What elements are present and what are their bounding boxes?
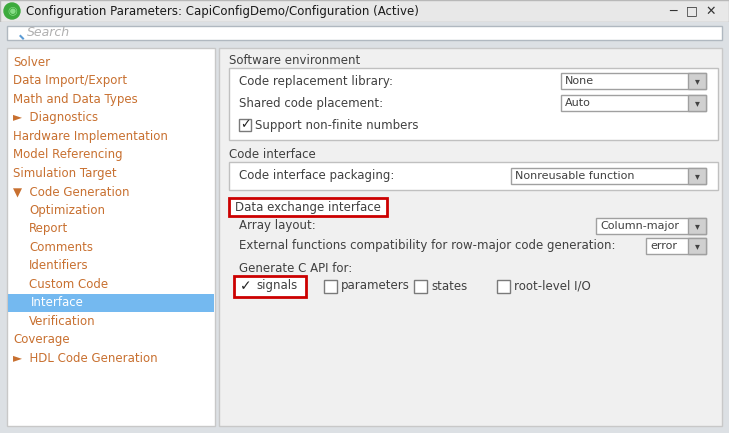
Text: ▾: ▾: [695, 76, 699, 86]
Text: Column-major: Column-major: [600, 221, 679, 231]
Text: parameters: parameters: [341, 279, 410, 293]
FancyBboxPatch shape: [646, 238, 706, 254]
Text: Coverage: Coverage: [13, 333, 70, 346]
Text: ▼  Code Generation: ▼ Code Generation: [13, 185, 130, 198]
FancyBboxPatch shape: [239, 280, 252, 293]
FancyBboxPatch shape: [688, 168, 706, 184]
FancyBboxPatch shape: [688, 218, 706, 234]
Text: ─: ─: [669, 4, 677, 17]
Text: Software environment: Software environment: [229, 55, 360, 68]
FancyBboxPatch shape: [596, 218, 706, 234]
FancyBboxPatch shape: [8, 294, 214, 312]
FancyBboxPatch shape: [234, 276, 306, 297]
Text: ►  Diagnostics: ► Diagnostics: [13, 111, 98, 124]
Text: Custom Code: Custom Code: [29, 278, 108, 291]
Text: error: error: [650, 241, 677, 251]
Circle shape: [4, 3, 20, 19]
Text: Array layout:: Array layout:: [239, 220, 316, 233]
Text: Auto: Auto: [565, 98, 591, 108]
FancyBboxPatch shape: [497, 280, 510, 293]
FancyBboxPatch shape: [561, 73, 706, 89]
Text: Code replacement library:: Code replacement library:: [239, 74, 393, 87]
Text: Interface: Interface: [31, 296, 84, 309]
FancyBboxPatch shape: [229, 162, 718, 190]
Text: signals: signals: [256, 279, 297, 293]
FancyBboxPatch shape: [0, 22, 729, 44]
Text: None: None: [565, 76, 594, 86]
FancyBboxPatch shape: [0, 0, 729, 22]
Text: Search: Search: [27, 26, 70, 39]
Text: Hardware Implementation: Hardware Implementation: [13, 130, 168, 143]
FancyBboxPatch shape: [561, 95, 706, 111]
Text: ▾: ▾: [695, 171, 699, 181]
Text: Report: Report: [29, 222, 69, 235]
Text: Generate C API for:: Generate C API for:: [239, 262, 352, 275]
FancyBboxPatch shape: [229, 198, 387, 216]
Text: Identifiers: Identifiers: [29, 259, 89, 272]
FancyBboxPatch shape: [511, 168, 706, 184]
FancyBboxPatch shape: [229, 68, 718, 140]
FancyBboxPatch shape: [324, 280, 337, 293]
FancyBboxPatch shape: [239, 119, 251, 131]
Text: Data exchange interface: Data exchange interface: [235, 200, 381, 213]
FancyBboxPatch shape: [7, 48, 215, 426]
Text: External functions compatibility for row-major code generation:: External functions compatibility for row…: [239, 239, 615, 252]
Text: Model Referencing: Model Referencing: [13, 148, 122, 161]
Text: Code interface: Code interface: [229, 149, 316, 162]
Text: ▾: ▾: [695, 98, 699, 108]
Text: Simulation Target: Simulation Target: [13, 167, 117, 180]
Text: ►  HDL Code Generation: ► HDL Code Generation: [13, 352, 157, 365]
Text: states: states: [431, 279, 467, 293]
Text: Code interface packaging:: Code interface packaging:: [239, 169, 394, 182]
Text: root-level I/O: root-level I/O: [514, 279, 590, 293]
Text: Support non-finite numbers: Support non-finite numbers: [255, 119, 418, 132]
FancyBboxPatch shape: [0, 44, 729, 433]
Text: Optimization: Optimization: [29, 204, 105, 217]
FancyBboxPatch shape: [688, 95, 706, 111]
Text: ✕: ✕: [706, 4, 717, 17]
Text: □: □: [686, 4, 698, 17]
Text: Comments: Comments: [29, 241, 93, 254]
Text: ✓: ✓: [240, 279, 252, 294]
FancyBboxPatch shape: [688, 73, 706, 89]
Text: Nonreusable function: Nonreusable function: [515, 171, 634, 181]
Text: ▾: ▾: [695, 241, 699, 251]
Text: Verification: Verification: [29, 315, 95, 328]
Text: Shared code placement:: Shared code placement:: [239, 97, 383, 110]
FancyBboxPatch shape: [414, 280, 427, 293]
Text: ◉: ◉: [7, 6, 17, 16]
Text: ▾: ▾: [695, 221, 699, 231]
Text: Configuration Parameters: CapiConfigDemo/Configuration (Active): Configuration Parameters: CapiConfigDemo…: [26, 4, 419, 17]
Text: ✓: ✓: [240, 119, 250, 132]
Text: Solver: Solver: [13, 56, 50, 69]
Text: Data Import/Export: Data Import/Export: [13, 74, 127, 87]
Text: Math and Data Types: Math and Data Types: [13, 93, 138, 106]
FancyBboxPatch shape: [7, 26, 722, 40]
FancyBboxPatch shape: [219, 48, 722, 426]
FancyBboxPatch shape: [688, 238, 706, 254]
